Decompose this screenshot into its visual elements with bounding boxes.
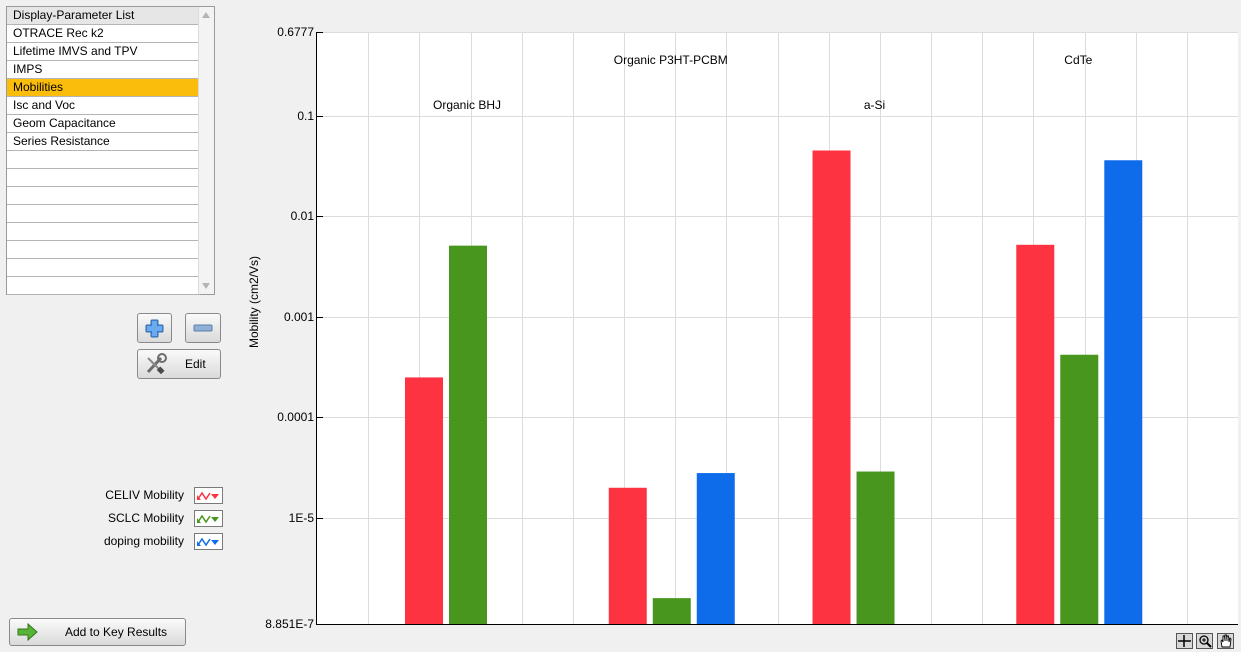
bar [1016, 244, 1055, 624]
category-label: a-Si [863, 98, 886, 112]
parameter-list-item[interactable]: Geom Capacitance [7, 115, 200, 133]
legend-label: SCLC Mobility [107, 511, 184, 525]
pan-tool-button[interactable] [1217, 633, 1234, 649]
scroll-up-arrow-icon[interactable] [202, 12, 210, 18]
y-tick-label: 0.0001 [277, 410, 314, 425]
parameter-list-item[interactable]: IMPS [7, 61, 200, 79]
minus-icon [193, 324, 213, 332]
parameter-list-item[interactable] [7, 151, 200, 169]
parameter-list-item[interactable]: Isc and Voc [7, 97, 200, 115]
legend-line-icon [197, 537, 219, 547]
legend-label: doping mobility [103, 534, 184, 548]
parameter-list-item[interactable]: Lifetime IMVS and TPV [7, 43, 200, 61]
bar [652, 598, 691, 624]
parameter-list[interactable]: Display-Parameter List OTRACE Rec k2 Life… [6, 6, 215, 295]
edit-button-label: Edit [185, 357, 206, 371]
add-to-key-results-label: Add to Key Results [65, 625, 168, 639]
scroll-down-arrow-icon[interactable] [202, 283, 210, 289]
wrench-screwdriver-icon [146, 353, 167, 375]
bar [449, 245, 487, 624]
remove-parameter-button[interactable] [185, 313, 221, 343]
edit-button[interactable]: Edit [137, 349, 221, 379]
bar [405, 377, 443, 624]
parameter-list-item[interactable] [7, 259, 200, 277]
bar [1060, 354, 1099, 624]
parameter-list-item[interactable] [7, 277, 200, 295]
bar [812, 150, 851, 625]
pan-hand-icon [1220, 634, 1232, 648]
category-label: Organic BHJ [432, 98, 502, 112]
parameter-list-item[interactable] [7, 169, 200, 187]
legend-swatch[interactable] [194, 533, 223, 550]
add-to-key-results-button[interactable]: Add to Key Results [9, 618, 186, 646]
y-tick-label: 0.001 [283, 309, 314, 324]
zoom-icon [1199, 635, 1212, 648]
plus-icon [145, 319, 164, 338]
parameter-list-item[interactable] [7, 187, 200, 205]
category-label: Organic P3HT-PCBM [613, 53, 728, 67]
cursor-icon [1178, 635, 1191, 647]
category-label: CdTe [1064, 53, 1093, 67]
legend-swatch[interactable] [194, 510, 223, 527]
bar [696, 473, 735, 624]
mobility-chart[interactable] [316, 32, 1238, 625]
add-parameter-button[interactable] [137, 313, 172, 343]
mobility-chart-svg [317, 32, 1238, 625]
parameter-list-item[interactable] [7, 241, 200, 259]
legend-label: CELIV Mobility [105, 488, 184, 502]
parameter-list-item[interactable]: Series Resistance [7, 133, 200, 151]
parameter-list-item[interactable] [7, 223, 200, 241]
parameter-list-header: Display-Parameter List [7, 7, 200, 25]
parameter-list-item[interactable]: Mobilities [7, 79, 200, 97]
legend-swatch[interactable] [194, 487, 223, 504]
cursor-tool-button[interactable] [1176, 633, 1193, 649]
zoom-tool-button[interactable] [1196, 633, 1213, 649]
y-tick-label: 0.6777 [277, 25, 314, 39]
parameter-list-item[interactable]: OTRACE Rec k2 [7, 25, 200, 43]
legend-line-icon [197, 514, 219, 524]
parameter-list-scrollbar[interactable] [198, 7, 214, 294]
bar [856, 471, 895, 624]
y-tick-label: 0.1 [297, 108, 314, 123]
bar [1104, 160, 1143, 624]
bar [608, 487, 647, 624]
y-tick-label: 8.851E-7 [265, 617, 314, 631]
y-tick-label: 1E-5 [288, 511, 314, 526]
parameter-list-rows: Display-Parameter List OTRACE Rec k2 Life… [7, 7, 200, 295]
green-arrow-icon [17, 623, 38, 641]
legend-line-icon [197, 491, 219, 501]
parameter-list-item[interactable] [7, 205, 200, 223]
y-tick-label: 0.01 [290, 209, 314, 224]
y-axis-label: Mobility (cm2/Vs) [247, 255, 261, 349]
